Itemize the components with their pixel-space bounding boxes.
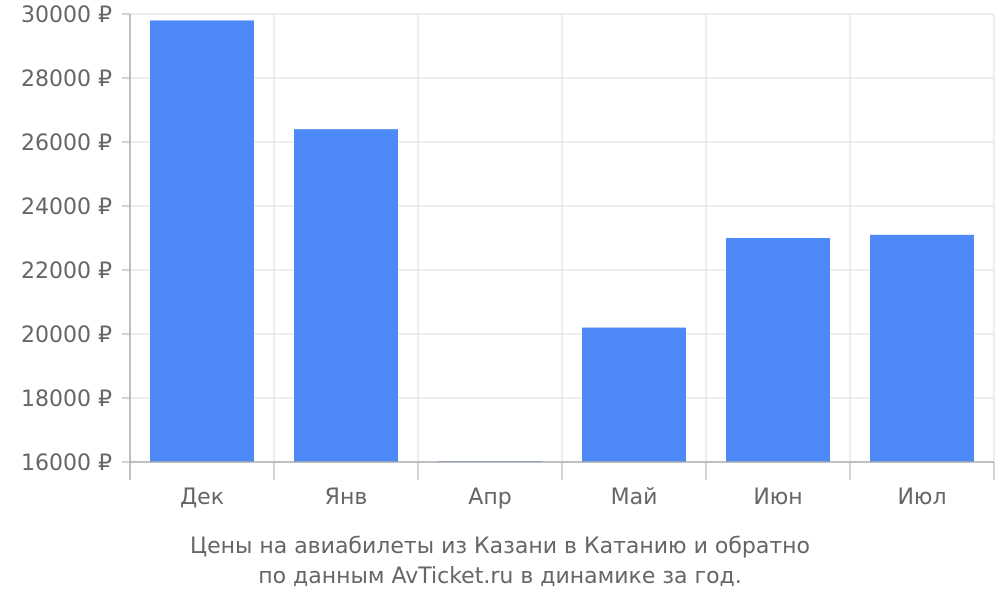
caption-line-2: по данным AvTicket.ru в динамике за год. — [258, 564, 742, 589]
x-tick-label: Май — [611, 485, 658, 510]
bar-chart: 16000 ₽ 18000 ₽ 20000 ₽ 22000 ₽ 24000 ₽ 26000… — [21, 3, 995, 510]
y-tick-label: 24000 ₽ — [21, 195, 112, 220]
axes — [122, 13, 995, 480]
y-tick-label: 16000 ₽ — [21, 451, 112, 476]
y-tick-label: 22000 ₽ — [21, 259, 112, 284]
y-tick-label: 18000 ₽ — [21, 387, 112, 412]
bar-4 — [726, 238, 830, 462]
x-tick-label: Апр — [468, 485, 511, 510]
y-tick-label: 30000 ₽ — [21, 3, 112, 28]
bar-0 — [150, 20, 254, 463]
x-tick-label: Дек — [180, 485, 224, 510]
y-tick-label: 26000 ₽ — [21, 131, 112, 156]
y-tick-label: 28000 ₽ — [21, 67, 112, 92]
x-tick-label: Июн — [753, 485, 802, 510]
caption-line-1: Цены на авиабилеты из Казани в Катанию и… — [189, 534, 810, 559]
y-tick-label: 20000 ₽ — [21, 323, 112, 348]
bars — [150, 20, 974, 463]
x-tick-label: Июл — [897, 485, 946, 510]
bar-3 — [582, 327, 686, 462]
bar-5 — [870, 234, 974, 462]
tick-labels: 16000 ₽ 18000 ₽ 20000 ₽ 22000 ₽ 24000 ₽ 26000… — [21, 3, 947, 510]
bar-1 — [294, 129, 398, 462]
grid — [130, 13, 995, 463]
chart-caption: Цены на авиабилеты из Казани в Катанию и… — [0, 532, 1000, 592]
x-tick-label: Янв — [325, 485, 368, 510]
